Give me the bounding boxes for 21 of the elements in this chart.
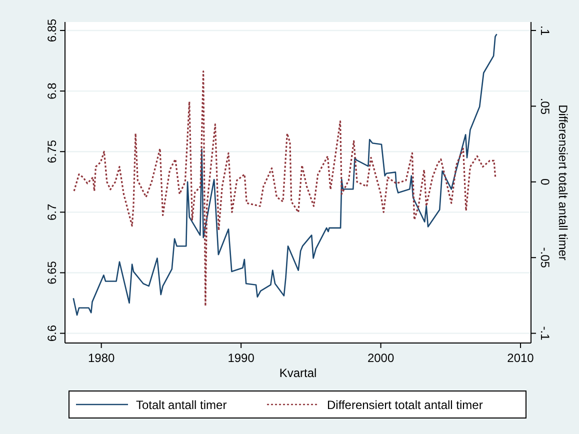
line-series [72,33,498,316]
y2-tick-label: .05 [538,98,552,115]
y2-tick-label: .1 [538,25,552,36]
x-tick-label: 1990 [228,351,255,365]
y-tick-label: 6.6 [45,324,59,342]
y-tick-label: 6.85 [45,18,59,42]
x-tick-label: 1980 [88,351,115,365]
y2-axis-title: Differensiert totalt antall timer [556,104,570,260]
line-series [73,70,496,307]
legend-label: Differensiert totalt antall timer [327,398,483,412]
y-tick-label: 6.65 [45,260,59,284]
y2-tick-label: -.1 [538,326,552,341]
legend-label: Totalt antall timer [136,398,227,412]
y2-tick-label: -.05 [538,247,552,268]
x-tick-label: 2000 [367,351,394,365]
y-tick-label: 6.8 [45,82,59,100]
x-axis-title: Kvartal [279,366,317,380]
y2-tick-label: 0 [538,178,552,186]
x-tick-label: 2010 [507,351,534,365]
y-tick-label: 6.7 [45,204,59,221]
y-tick-label: 6.75 [45,140,59,164]
